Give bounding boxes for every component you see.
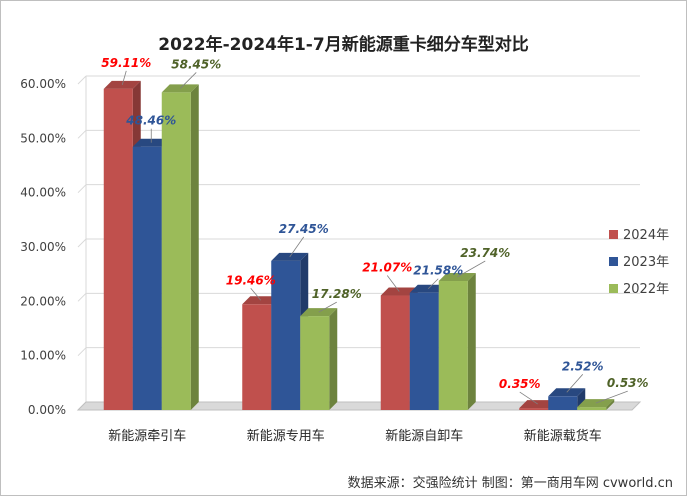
data-label-leader — [318, 301, 337, 313]
data-label: 27.45% — [279, 222, 329, 236]
data-label: 21.58% — [413, 264, 463, 278]
bar-front — [103, 88, 133, 410]
data-label-leader — [595, 390, 628, 404]
gridline-side — [77, 292, 87, 302]
x-tick-label: 新能源专用车 — [247, 428, 325, 444]
data-label-leader — [566, 374, 584, 393]
gridline-side — [77, 129, 87, 139]
source-note: 数据来源：交强险统计 制图：第一商用车网 cvworld.cn — [347, 476, 673, 491]
data-label-leader — [250, 288, 262, 301]
y-tick-label: 30.00% — [20, 240, 66, 254]
data-label: 19.46% — [226, 273, 276, 287]
bar-front — [161, 92, 191, 411]
legend-label: 2022年 — [623, 282, 669, 297]
data-label: 21.07% — [362, 261, 412, 275]
x-axis-ticks: 新能源牵引车 新能源专用车 新能源自卸车 新能源载货车 — [108, 428, 602, 444]
bar-front — [242, 304, 272, 410]
bar-2022年-新能源专用车 — [300, 308, 338, 410]
bar-front — [409, 292, 439, 410]
x-tick-label: 新能源载货车 — [524, 428, 602, 444]
legend-label: 2023年 — [623, 255, 669, 270]
data-label: 0.53% — [607, 376, 649, 390]
legend-label: 2024年 — [623, 228, 669, 243]
bar-side — [329, 308, 338, 410]
data-label: 2.52% — [562, 359, 604, 373]
data-label: 17.28% — [312, 287, 362, 301]
data-label-leader — [519, 391, 538, 405]
gridline-side — [77, 184, 87, 194]
x-tick-label: 新能源自卸车 — [385, 428, 463, 444]
y-tick-label: 20.00% — [20, 294, 66, 308]
data-label: 58.45% — [171, 57, 221, 71]
bar-side — [467, 273, 476, 410]
y-tick-label: 40.00% — [20, 186, 66, 200]
bar-front — [577, 407, 607, 410]
y-tick-label: 10.00% — [20, 349, 66, 363]
bar-front — [300, 316, 330, 410]
bar-front — [380, 295, 410, 410]
bar-front — [271, 260, 301, 410]
x-tick-label: 新能源牵引车 — [108, 428, 186, 444]
bar-front — [438, 281, 468, 410]
data-labels: 59.11% 48.46% 58.45% 19.46% 27.45% 17.28%21.0… — [101, 56, 649, 405]
bar-2022年-新能源牵引车 — [161, 84, 199, 411]
legend-swatch — [609, 284, 618, 293]
data-label: 0.35% — [499, 377, 541, 391]
y-tick-label: 50.00% — [20, 131, 66, 145]
bar-side — [577, 388, 586, 410]
y-axis-ticks: 0.00% 10.00% 20.00% 30.00% 40.00% 50.00% 60.00… — [20, 77, 66, 417]
gridline-side — [77, 75, 87, 85]
bar-front — [519, 408, 549, 410]
gridline-side — [77, 347, 87, 357]
y-tick-label: 60.00% — [20, 77, 66, 91]
data-label-leader — [289, 236, 305, 258]
bar-top — [103, 80, 141, 89]
data-label-leader — [427, 278, 439, 290]
data-label-leader — [386, 275, 400, 292]
data-label: 59.11% — [101, 56, 151, 70]
bars — [103, 80, 615, 411]
chart-title: 2022年-2024年1-7月新能源重卡细分车型对比 — [158, 35, 529, 55]
bar-side — [606, 399, 615, 410]
data-label: 23.74% — [460, 246, 510, 260]
y-tick-label: 0.00% — [28, 403, 66, 417]
data-label-leader — [179, 72, 197, 89]
bar-side — [190, 84, 199, 411]
data-label: 48.46% — [125, 114, 176, 128]
legend-swatch — [609, 230, 618, 239]
data-label-leader — [121, 70, 127, 85]
gridline-side — [77, 238, 87, 248]
bar-2022年-新能源自卸车 — [438, 273, 476, 410]
legend-swatch — [609, 257, 618, 266]
bar-front — [132, 146, 162, 410]
legend: 2024年 2023年 2022年 — [609, 228, 669, 297]
data-label-leader — [457, 260, 486, 278]
bar-front — [548, 396, 578, 410]
